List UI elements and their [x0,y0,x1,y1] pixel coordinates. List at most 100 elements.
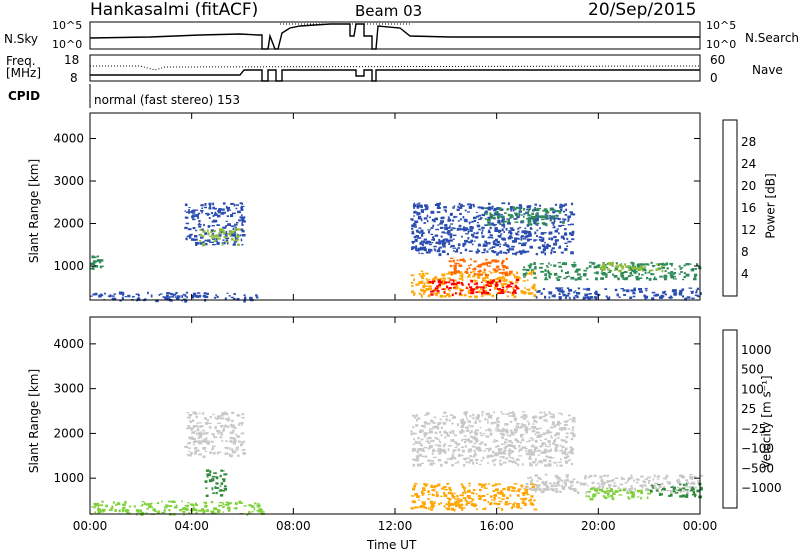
echo-cell [418,464,422,467]
echo-cell [94,511,97,514]
echo-cell [413,278,415,282]
echo-cell [465,411,468,414]
echo-cell [424,285,428,287]
echo-cell [565,440,568,444]
echo-cell [606,474,609,478]
echo-cell [652,486,654,489]
echo-cell [552,226,556,229]
echo-cell [535,239,538,241]
echo-cell [221,440,224,442]
echo-cell [530,269,534,271]
echo-cell [164,297,168,299]
y-tick-label: 4000 [53,132,84,146]
echo-cell [499,463,503,466]
echo-cell [199,453,202,456]
echo-cell [623,294,626,296]
echo-cell [484,207,487,209]
echo-cell [428,442,431,444]
echo-cell [192,443,195,446]
echo-cell [478,447,481,451]
echo-cell [415,235,419,238]
echo-cell [572,488,577,490]
echo-cell [468,206,473,209]
echo-cell [493,240,498,242]
echo-cell [421,505,425,508]
echo-cell [455,500,460,504]
echo-cell [505,413,510,415]
echo-cell [487,500,489,504]
echo-cell [577,273,581,276]
echo-cell [454,279,457,282]
echo-cell [610,261,614,265]
echo-cell [481,281,483,283]
echo-cell [607,268,611,271]
echo-cell [477,494,481,497]
echo-cell [514,207,516,210]
echo-cell [548,291,553,295]
echo-cell [568,288,573,292]
echo-cell [188,426,192,430]
echo-cell [522,250,527,254]
echo-cell [226,215,230,217]
echo-cell [682,483,685,486]
echo-cell [567,451,571,454]
echo-cell [673,491,676,493]
echo-cell [453,205,456,207]
echo-cell [662,487,666,490]
echo-cell [214,445,216,448]
echo-cell [200,204,204,207]
echo-cell [224,411,227,415]
echo-cell [563,429,567,431]
echo-cell [694,486,697,489]
echo-cell [416,203,419,206]
echo-cell [201,211,203,214]
echo-cell [630,289,634,292]
echo-cell [695,291,698,294]
echo-cell [482,290,486,293]
echo-cell [477,222,479,224]
echo-cell [453,266,457,270]
echo-cell [518,450,520,453]
echo-cell [222,202,226,205]
echo-cell [164,506,168,509]
echo-cell [508,412,512,414]
echo-cell [593,488,597,492]
echo-cell [421,295,423,298]
echo-cell [437,483,441,487]
echo-cell [679,490,682,493]
echo-cell [647,263,650,266]
echo-cell [509,237,513,239]
echo-cell [144,298,147,301]
echo-cell [515,430,518,434]
echo-cell [560,208,563,212]
echo-cell [194,430,197,432]
echo-cell [459,212,462,215]
echo-cell [509,452,512,454]
echo-cell [450,457,454,459]
echo-cell [527,264,532,267]
echo-cell [592,496,596,498]
echo-cell [540,292,543,295]
echo-cell [208,217,211,219]
echo-cell [449,488,452,492]
echo-cell [551,415,555,419]
echo-cell [529,223,533,226]
echo-cell [599,267,602,271]
echo-cell [497,277,501,279]
echo-cell [220,208,222,210]
echo-cell [555,287,559,289]
echo-cell [176,297,180,301]
echo-cell [433,245,437,248]
echo-cell [584,475,587,477]
echo-cell [600,490,605,492]
echo-cell [442,243,446,247]
echo-cell [483,291,486,294]
echo-cell [553,243,558,246]
echo-cell [567,220,569,222]
beam-title: Beam 03 [355,2,423,20]
echo-cell [256,504,261,508]
echo-cell [413,206,415,209]
echo-cell [416,418,418,422]
echo-cell [474,432,477,436]
echo-cell [508,415,513,417]
